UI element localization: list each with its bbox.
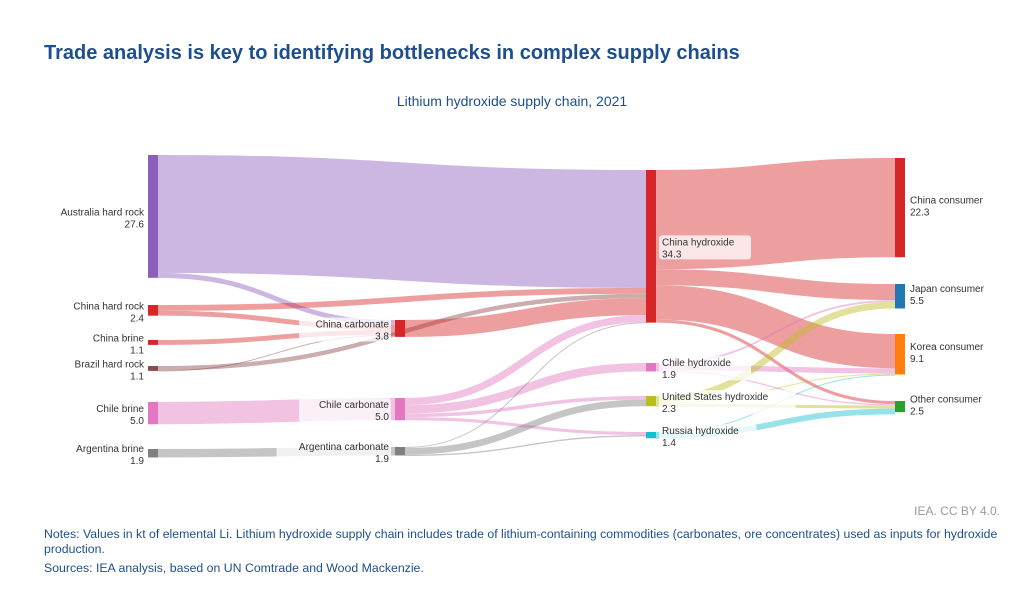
node-arc bbox=[395, 447, 405, 456]
value-chco: 22.3 bbox=[910, 208, 930, 219]
label-bg-ush bbox=[659, 390, 796, 415]
label-chc: China carbonate bbox=[316, 319, 390, 330]
label-clh: Chile hydroxide bbox=[662, 358, 731, 369]
link-chr-chh bbox=[157, 287, 647, 311]
label-ruh: Russia hydroxide bbox=[662, 426, 739, 437]
value-clc: 5.0 bbox=[375, 412, 389, 423]
label-bg-chh bbox=[659, 235, 751, 260]
node-clh bbox=[646, 363, 656, 372]
link-chh-chco bbox=[655, 157, 896, 270]
label-clb: Chile brine bbox=[96, 404, 144, 415]
label-arb: Argentina brine bbox=[76, 444, 144, 455]
node-brh bbox=[148, 366, 158, 371]
value-chr: 2.4 bbox=[130, 313, 144, 324]
node-arb bbox=[148, 449, 158, 458]
label-clc: Chile carbonate bbox=[319, 400, 389, 411]
value-ush: 2.3 bbox=[662, 404, 676, 415]
label-jpco: Japan consumer bbox=[910, 284, 985, 295]
label-chb: China brine bbox=[93, 333, 145, 344]
value-krco: 9.1 bbox=[910, 354, 924, 365]
notes-text: Notes: Values in kt of elemental Li. Lit… bbox=[44, 527, 998, 556]
label-aus: Australia hard rock bbox=[61, 207, 145, 218]
value-jpco: 5.5 bbox=[910, 296, 924, 307]
label-chh: China hydroxide bbox=[662, 237, 735, 248]
sankey-links bbox=[157, 154, 896, 458]
value-aus: 27.6 bbox=[125, 219, 145, 230]
node-chr bbox=[148, 305, 158, 316]
link-aus-chh bbox=[157, 154, 647, 288]
value-clh: 1.9 bbox=[662, 370, 676, 381]
label-chr: China hard rock bbox=[73, 301, 145, 312]
node-chh bbox=[646, 170, 656, 323]
value-arc: 1.9 bbox=[375, 454, 389, 465]
link-arc-ush bbox=[404, 399, 647, 455]
link-clc-ush bbox=[404, 396, 647, 418]
label-chco: China consumer bbox=[910, 196, 983, 207]
value-chb: 1.1 bbox=[130, 345, 144, 356]
sankey-nodes bbox=[148, 155, 905, 458]
value-arb: 1.9 bbox=[130, 456, 144, 467]
credit-text: IEA. CC BY 4.0. bbox=[914, 504, 1000, 518]
node-ush bbox=[646, 396, 656, 407]
label-krco: Korea consumer bbox=[910, 342, 984, 353]
node-chb bbox=[148, 340, 158, 345]
node-clc bbox=[395, 398, 405, 421]
link-chc-chh bbox=[404, 298, 647, 337]
sources-text: Sources: IEA analysis, based on UN Comtr… bbox=[44, 561, 424, 575]
label-bg-chc bbox=[299, 317, 391, 342]
value-ruh: 1.4 bbox=[662, 438, 676, 449]
label-bg-ruh bbox=[659, 424, 757, 449]
value-brh: 1.1 bbox=[130, 371, 144, 382]
label-bg-clh bbox=[659, 356, 751, 381]
node-clb bbox=[148, 402, 158, 425]
node-jpco bbox=[895, 284, 905, 309]
link-arc-ruh bbox=[404, 435, 647, 457]
link-chh-krco bbox=[655, 285, 896, 369]
label-arc: Argentina carbonate bbox=[299, 442, 390, 453]
node-krco bbox=[895, 334, 905, 375]
link-clc-chh bbox=[404, 315, 647, 406]
page-title: Trade analysis is key to identifying bot… bbox=[44, 42, 740, 64]
node-ruh bbox=[646, 432, 656, 439]
label-bg-clc bbox=[299, 398, 391, 423]
node-otco bbox=[895, 401, 905, 413]
value-otco: 2.5 bbox=[910, 407, 924, 418]
node-chco bbox=[895, 158, 905, 258]
label-ush: United States hydroxide bbox=[662, 392, 769, 403]
value-clb: 5.0 bbox=[130, 416, 144, 427]
link-chh-jpco bbox=[655, 269, 896, 301]
link-clc-clh bbox=[404, 363, 647, 414]
value-chc: 3.8 bbox=[375, 331, 389, 342]
label-bg-arc bbox=[276, 440, 391, 465]
value-chh: 34.3 bbox=[662, 249, 682, 260]
link-arc-chh bbox=[404, 322, 647, 448]
link-chh-otco bbox=[655, 319, 896, 405]
label-brh: Brazil hard rock bbox=[75, 359, 145, 370]
node-chc bbox=[395, 320, 405, 337]
label-otco: Other consumer bbox=[910, 395, 982, 406]
chart-title: Lithium hydroxide supply chain, 2021 bbox=[396, 93, 628, 109]
node-aus bbox=[148, 155, 158, 278]
link-clc-ruh bbox=[404, 417, 647, 436]
